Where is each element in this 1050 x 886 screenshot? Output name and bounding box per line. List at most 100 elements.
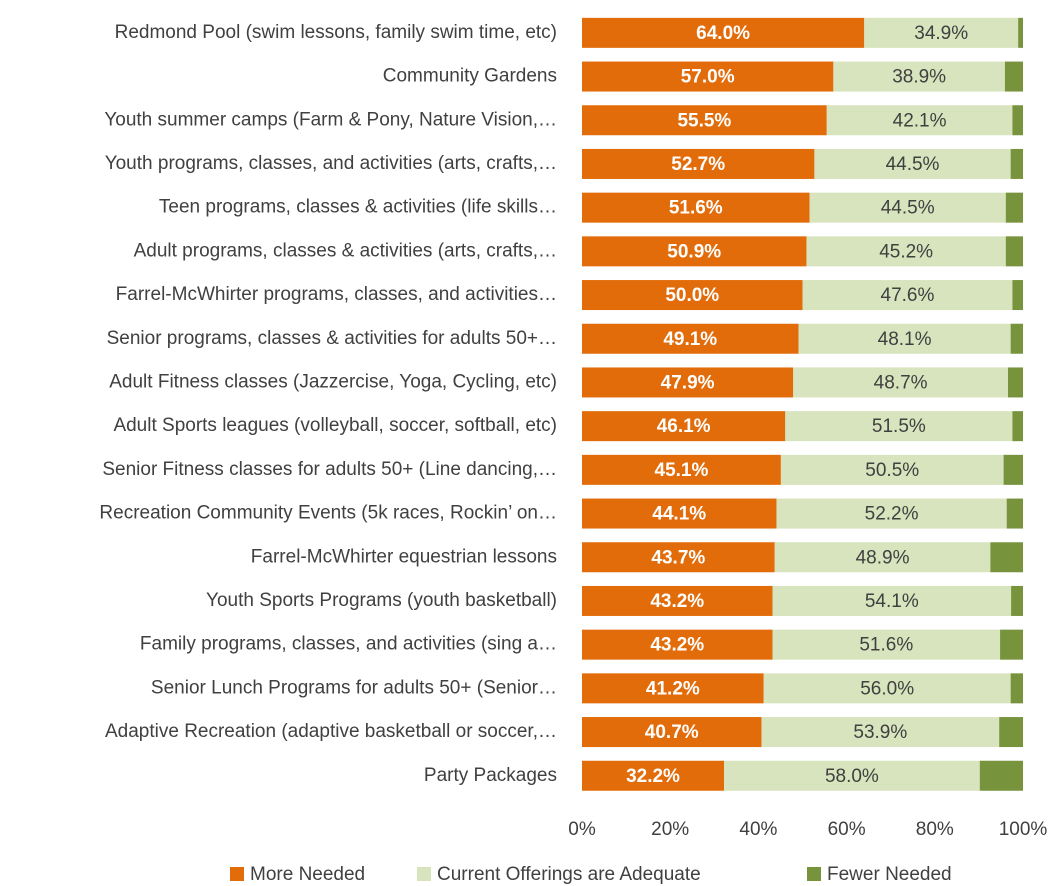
bar-segment <box>826 105 1013 136</box>
value-label: 45.1% <box>655 460 709 481</box>
bar-segment <box>785 411 1013 442</box>
value-label: 42.1% <box>893 110 947 131</box>
bar-segment <box>582 236 807 267</box>
category-label: Adult Sports leagues (volleyball, soccer… <box>113 415 557 436</box>
bar-segment <box>582 17 865 48</box>
bar-segment <box>582 192 810 223</box>
bar-segment <box>772 585 1012 616</box>
bar-segment <box>582 673 764 704</box>
bar-segment <box>772 629 1001 660</box>
value-label: 44.1% <box>652 504 706 525</box>
bar-segment <box>582 454 781 485</box>
bar-segment <box>809 192 1006 223</box>
category-label: Senior Fitness classes for adults 50+ (L… <box>102 459 557 480</box>
bar-segment <box>1008 367 1023 398</box>
value-label: 48.9% <box>856 547 910 568</box>
bar-segment <box>724 760 980 791</box>
category-label: Redmond Pool (swim lessons, family swim … <box>115 22 557 43</box>
value-label: 51.6% <box>859 635 913 656</box>
bar-segment <box>1000 629 1023 660</box>
value-label: 51.6% <box>669 198 723 219</box>
category-label: Family programs, classes, and activities… <box>140 634 557 655</box>
x-tick-label: 40% <box>739 819 777 840</box>
category-label: Adaptive Recreation (adaptive basketball… <box>105 721 557 742</box>
value-label: 58.0% <box>825 766 879 787</box>
category-label: Senior programs, classes & activities fo… <box>107 328 557 349</box>
bar-segment <box>1010 673 1023 704</box>
bar-segment <box>1005 192 1023 223</box>
x-tick-label: 80% <box>916 819 954 840</box>
value-label: 44.5% <box>881 198 935 219</box>
value-label: 43.7% <box>651 547 705 568</box>
bar-segment <box>1018 17 1023 48</box>
value-label: 49.1% <box>663 329 717 350</box>
bar-segment <box>793 367 1009 398</box>
value-label: 45.2% <box>879 241 933 262</box>
value-label: 54.1% <box>865 591 919 612</box>
value-label: 34.9% <box>914 23 968 44</box>
value-label: 57.0% <box>681 67 735 88</box>
category-label: Farrel-McWhirter equestrian lessons <box>251 546 557 567</box>
bar-segment <box>582 280 803 311</box>
bar-segment <box>780 454 1004 485</box>
bar-segment <box>1010 148 1023 179</box>
value-label: 53.9% <box>853 722 907 743</box>
bar-segment <box>979 760 1023 791</box>
category-label: Recreation Community Events (5k races, R… <box>99 503 557 524</box>
bar-segment <box>833 61 1005 92</box>
value-label: 38.9% <box>892 67 946 88</box>
value-label: 50.0% <box>665 285 719 306</box>
value-label: 64.0% <box>696 23 750 44</box>
bar-segment <box>582 148 815 179</box>
value-label: 46.1% <box>657 416 711 437</box>
value-label: 56.0% <box>860 678 914 699</box>
bar-segment <box>582 105 827 136</box>
bar-segment <box>1003 454 1023 485</box>
legend-label: Fewer Needed <box>827 864 952 885</box>
category-label: Adult programs, classes & activities (ar… <box>134 240 557 261</box>
value-label: 52.7% <box>671 154 725 175</box>
value-label: 40.7% <box>645 722 699 743</box>
x-tick-label: 20% <box>651 819 689 840</box>
bar-segment <box>582 498 777 529</box>
bar-segment <box>582 585 773 616</box>
bar-segment <box>761 717 1000 748</box>
category-label: Teen programs, classes & activities (lif… <box>159 197 557 218</box>
legend-swatch <box>230 867 244 881</box>
value-label: 48.7% <box>874 372 928 393</box>
x-tick-label: 100% <box>999 819 1048 840</box>
legend-label: Current Offerings are Adequate <box>437 864 701 885</box>
bar-segment <box>1010 323 1023 354</box>
x-tick-label: 0% <box>568 819 596 840</box>
bar-segment <box>582 61 834 92</box>
category-label: Youth programs, classes, and activities … <box>105 153 557 174</box>
value-label: 43.2% <box>650 635 704 656</box>
value-label: 52.2% <box>865 504 919 525</box>
value-label: 47.6% <box>881 285 935 306</box>
bar-segment <box>1011 585 1023 616</box>
category-label: Senior Lunch Programs for adults 50+ (Se… <box>151 677 557 698</box>
bar-segment <box>1012 280 1023 311</box>
bar-segment <box>774 542 991 573</box>
value-label: 55.5% <box>677 110 731 131</box>
bar-segment <box>582 323 799 354</box>
bar-segment <box>798 323 1011 354</box>
value-label: 48.1% <box>878 329 932 350</box>
value-label: 47.9% <box>661 372 715 393</box>
bar-segment <box>1012 411 1023 442</box>
bar-segment <box>582 760 725 791</box>
x-tick-label: 60% <box>828 819 866 840</box>
bar-segment <box>582 717 762 748</box>
bar-segment <box>1004 61 1023 92</box>
bar-segment <box>1005 236 1023 267</box>
bar-segment <box>814 148 1011 179</box>
category-label: Youth Sports Programs (youth basketball) <box>206 590 557 611</box>
bar-segment <box>582 367 794 398</box>
category-label: Community Gardens <box>383 66 557 87</box>
bar-segment <box>763 673 1011 704</box>
bar-segment <box>864 17 1019 48</box>
value-label: 50.9% <box>667 241 721 262</box>
category-label: Party Packages <box>424 765 557 786</box>
value-label: 44.5% <box>886 154 940 175</box>
